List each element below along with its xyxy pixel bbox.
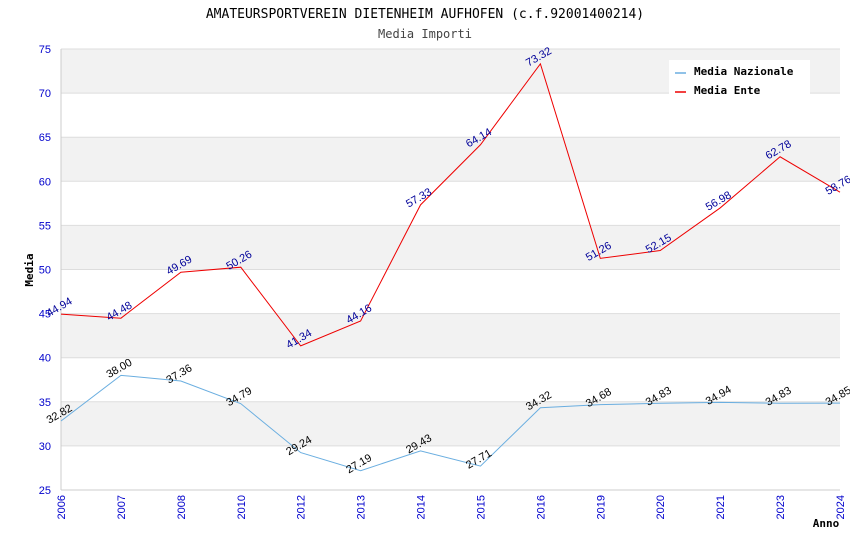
x-tick-label: 2014: [416, 495, 428, 519]
x-tick-label: 2013: [356, 495, 368, 519]
grid-band: [61, 269, 840, 314]
grid-band: [61, 181, 840, 226]
y-tick-label: 50: [39, 265, 51, 277]
y-tick-label: 25: [39, 485, 51, 497]
legend: Media Nazionale Media Ente: [669, 60, 810, 98]
y-tick-label: 45: [39, 309, 51, 321]
x-tick-label: 2021: [715, 495, 727, 519]
x-tick-label: 2012: [296, 495, 308, 519]
x-tick-label: 2023: [775, 495, 787, 519]
grid-band: [61, 137, 840, 182]
legend-box: [669, 60, 810, 98]
y-tick-label: 65: [39, 132, 51, 144]
x-tick-label: 2016: [535, 495, 547, 519]
y-tick-label: 35: [39, 397, 51, 409]
legend-label-ente: Media Ente: [694, 84, 761, 97]
series-line-ente: [60, 62, 841, 347]
grid-band: [61, 401, 840, 446]
gridlines: [60, 48, 840, 491]
x-tick-label: 2020: [655, 495, 667, 519]
x-tick-label: 2008: [176, 495, 188, 519]
y-tick-label: 30: [39, 441, 51, 453]
chart-title: AMATEURSPORTVEREIN DIETENHEIM AUFHOFEN (…: [206, 7, 644, 22]
grid-band: [61, 93, 840, 138]
background-bands: [61, 49, 840, 490]
legend-label-nazionale: Media Nazionale: [694, 65, 794, 78]
series-lines: [60, 62, 841, 472]
y-tick-label: 70: [39, 88, 51, 100]
x-tick-label: 2007: [116, 495, 128, 519]
y-tick-label: 60: [39, 176, 51, 188]
x-tick-label: 2024: [835, 495, 847, 519]
x-axis-label: Anno: [813, 517, 840, 530]
grid-band: [61, 225, 840, 270]
y-tick-label: 55: [39, 220, 51, 232]
y-tick-label: 75: [39, 44, 51, 56]
x-tick-label: 2015: [475, 495, 487, 519]
grid-band: [61, 357, 840, 402]
grid-band: [61, 313, 840, 358]
x-axis-ticks: 2006 2007 2008 2010 2012 2013 2014 2015 2016 2019…: [56, 495, 847, 519]
x-tick-label: 2019: [595, 495, 607, 519]
y-axis-ticks: 25 30 35 40 45 50 55 60 65 70 75: [39, 44, 51, 497]
y-axis-label: Media: [23, 253, 36, 286]
x-tick-label: 2010: [236, 495, 248, 519]
x-tick-label: 2006: [56, 495, 68, 519]
y-tick-label: 40: [39, 353, 51, 365]
chart-subtitle: Media Importi: [378, 27, 472, 41]
series-line-nazionale: [60, 374, 841, 472]
grid-band: [61, 445, 840, 490]
